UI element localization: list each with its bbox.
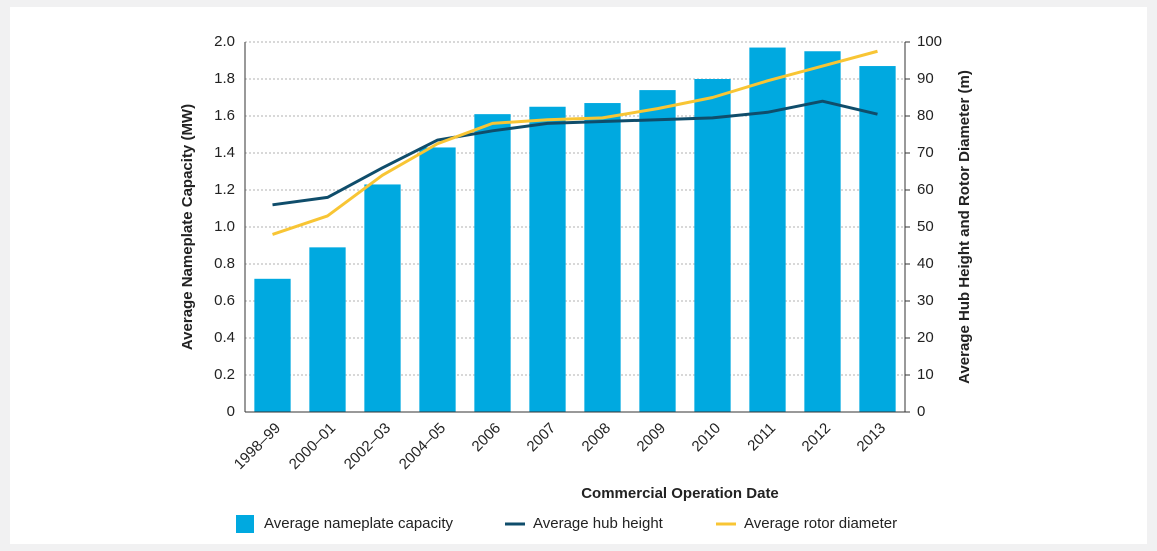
bar bbox=[474, 114, 511, 413]
y2-axis-label: Average Hub Height and Rotor Diameter (m… bbox=[956, 70, 973, 384]
y2-tick-label: 50 bbox=[917, 218, 934, 235]
y-tick-label: 0.4 bbox=[214, 329, 235, 346]
y-axis-label: Average Nameplate Capacity (MW) bbox=[179, 104, 196, 350]
bar bbox=[749, 47, 786, 413]
legend-label: Average nameplate capacity bbox=[264, 515, 454, 532]
y2-tick-label: 90 bbox=[917, 70, 934, 87]
y2-tick-label: 70 bbox=[917, 144, 934, 161]
y-tick-label: 0.6 bbox=[214, 292, 235, 309]
y-tick-label: 0 bbox=[227, 403, 235, 420]
y2-tick-label: 20 bbox=[917, 329, 934, 346]
y-tick-label: 1.0 bbox=[214, 218, 235, 235]
bar bbox=[639, 90, 676, 412]
y-tick-label: 1.6 bbox=[214, 107, 235, 124]
y2-tick-label: 80 bbox=[917, 107, 934, 124]
bar bbox=[529, 106, 566, 412]
y2-tick-label: 0 bbox=[917, 403, 925, 420]
y2-tick-label: 30 bbox=[917, 292, 934, 309]
y2-tick-label: 100 bbox=[917, 33, 942, 50]
bar bbox=[694, 79, 731, 412]
y-tick-label: 0.2 bbox=[214, 366, 235, 383]
line bbox=[272, 99, 878, 207]
y-tick-label: 2.0 bbox=[214, 33, 235, 50]
bar bbox=[804, 51, 841, 412]
bar bbox=[859, 66, 896, 413]
y-tick-label: 0.8 bbox=[214, 255, 235, 272]
chart-panel bbox=[10, 7, 1147, 544]
y2-tick-label: 60 bbox=[917, 181, 934, 198]
y-tick-label: 1.8 bbox=[214, 70, 235, 87]
y-tick-label: 1.2 bbox=[214, 181, 235, 198]
y2-tick-label: 40 bbox=[917, 255, 934, 272]
x-axis-label: Commercial Operation Date bbox=[581, 485, 779, 502]
legend-label: Average hub height bbox=[533, 515, 664, 532]
bar bbox=[364, 184, 401, 412]
bar bbox=[309, 247, 346, 412]
legend-swatch bbox=[236, 515, 254, 533]
y-tick-label: 1.4 bbox=[214, 144, 235, 161]
bar bbox=[419, 147, 456, 412]
line bbox=[272, 49, 878, 236]
y2-tick-label: 10 bbox=[917, 366, 934, 383]
legend-label: Average rotor diameter bbox=[744, 515, 897, 532]
bar bbox=[254, 278, 291, 412]
bar bbox=[584, 103, 621, 413]
